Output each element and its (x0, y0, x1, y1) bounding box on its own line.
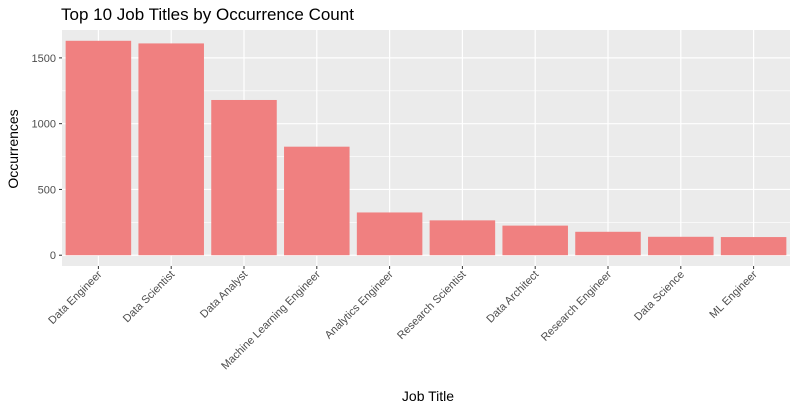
bar (356, 212, 423, 256)
y-axis-title: Occurrences (5, 109, 21, 188)
bar (65, 40, 132, 256)
bar (720, 237, 787, 256)
y-tick-label: 1000 (32, 119, 56, 131)
x-axis: Data Engineer Data Scientist Data Analyst M… (46, 266, 760, 372)
x-tick-label: Data Engineer (46, 268, 104, 326)
bar (502, 225, 568, 256)
x-tick-label: Data Scientist (121, 269, 177, 325)
x-tick-label: Data Science (632, 269, 687, 324)
bar (429, 220, 496, 256)
bar (138, 43, 204, 256)
x-tick-label: Research Engineer (539, 268, 614, 343)
bar (575, 231, 641, 256)
bar (284, 146, 350, 256)
x-tick-label: Data Architect (484, 269, 541, 326)
y-tick-label: 500 (38, 184, 56, 196)
y-tick-label: 0 (50, 250, 56, 262)
bar (211, 99, 277, 256)
y-axis: 0 500 1000 1500 (32, 53, 62, 262)
x-tick-label: Data Analyst (198, 269, 250, 321)
x-tick-label: Analytics Engineer (323, 268, 396, 341)
x-axis-title: Job Title (402, 388, 454, 404)
bars (65, 40, 787, 256)
chart-title: Top 10 Job Titles by Occurrence Count (61, 5, 354, 24)
x-tick-label: Research Scientist (395, 269, 468, 342)
bar (648, 236, 714, 256)
y-tick-label: 1500 (32, 53, 56, 65)
x-tick-label: ML Engineer (707, 268, 760, 321)
